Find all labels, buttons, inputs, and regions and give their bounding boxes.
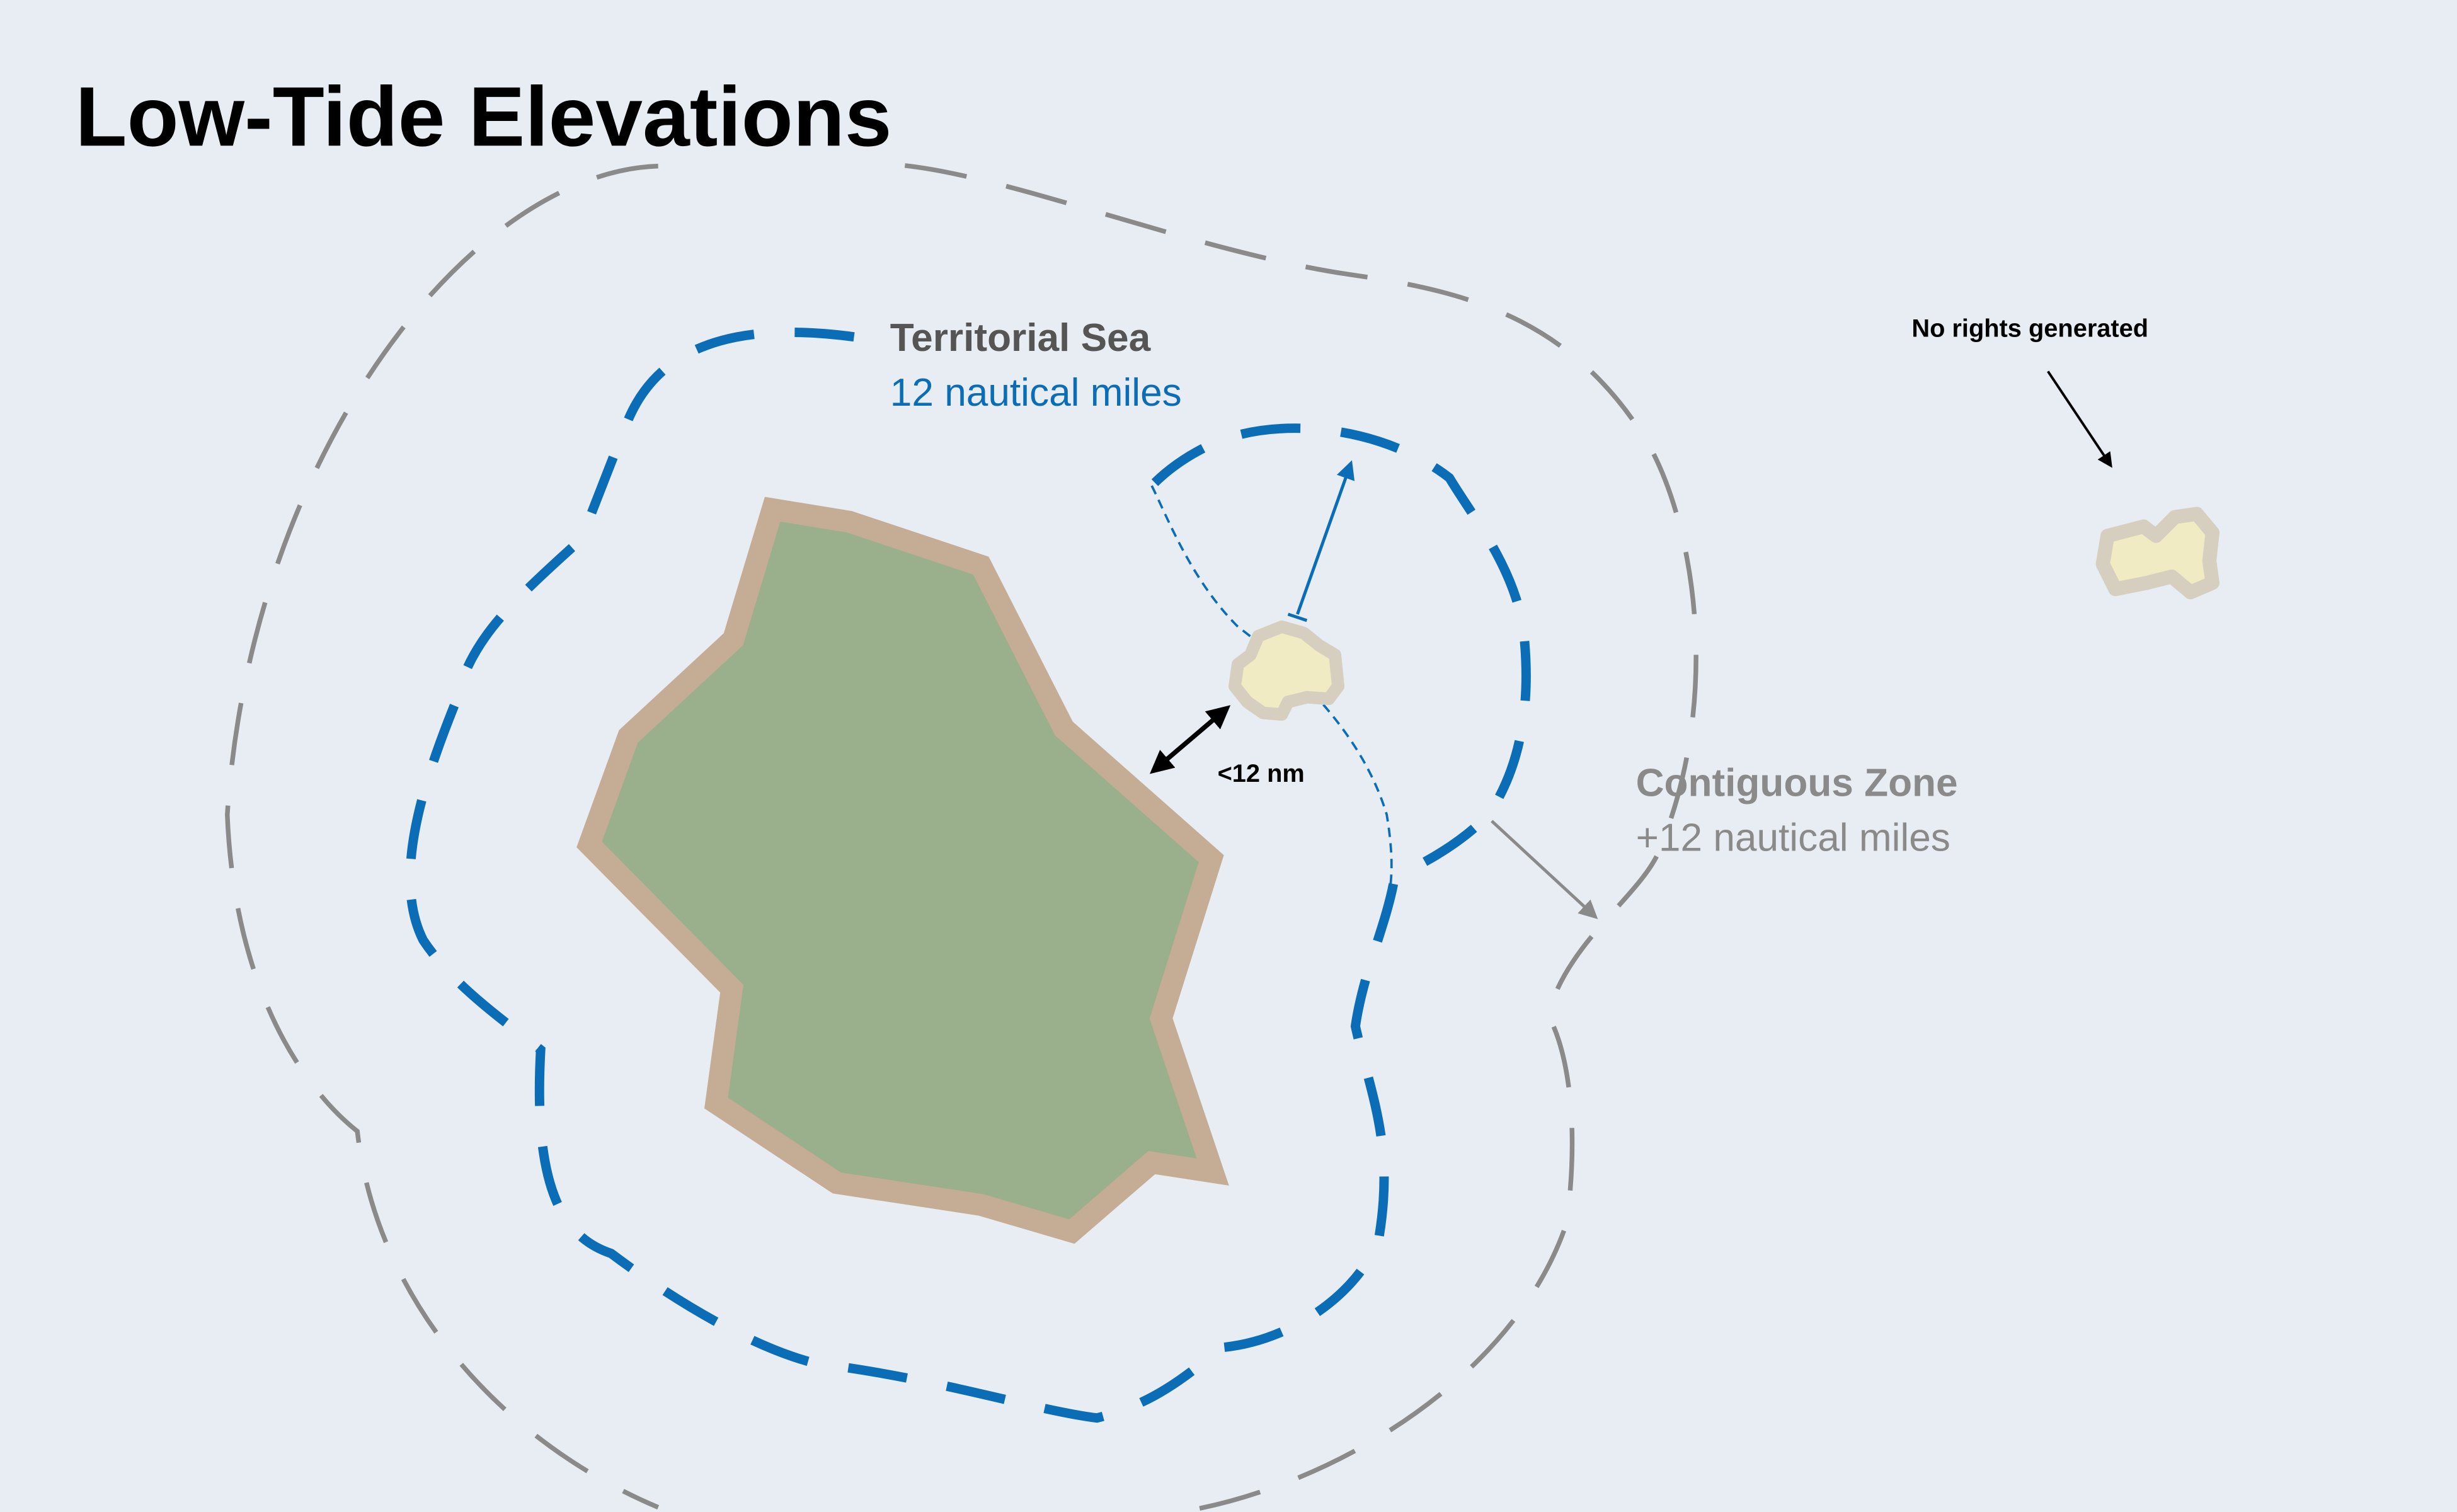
diagram-title: Low-Tide Elevations bbox=[76, 69, 892, 164]
contiguous-zone-arrow bbox=[1491, 820, 1598, 919]
no-rights-label: No rights generated bbox=[1911, 315, 2148, 343]
contiguous-zone-boundary bbox=[225, 162, 1698, 1512]
baseline-without-elevation bbox=[1150, 485, 1393, 909]
territorial-radius-tick bbox=[1287, 612, 1308, 622]
territorial-sea-boundary bbox=[405, 328, 1531, 1423]
distance-arrow bbox=[1149, 705, 1231, 774]
contiguous-zone-label: Contiguous Zone bbox=[1636, 761, 1958, 805]
territorial-radius-arrow bbox=[1296, 460, 1355, 615]
distance-label: <12 nm bbox=[1218, 760, 1305, 788]
no-rights-arrow bbox=[2047, 370, 2112, 468]
territorial-sea-label: Territorial Sea bbox=[890, 316, 1151, 360]
main-island bbox=[576, 496, 1229, 1244]
contiguous-zone-distance: +12 nautical miles bbox=[1636, 816, 1950, 859]
near-low-tide-elevation bbox=[1228, 620, 1345, 721]
distant-low-tide-elevation bbox=[2095, 507, 2220, 600]
territorial-sea-distance: 12 nautical miles bbox=[890, 371, 1182, 415]
